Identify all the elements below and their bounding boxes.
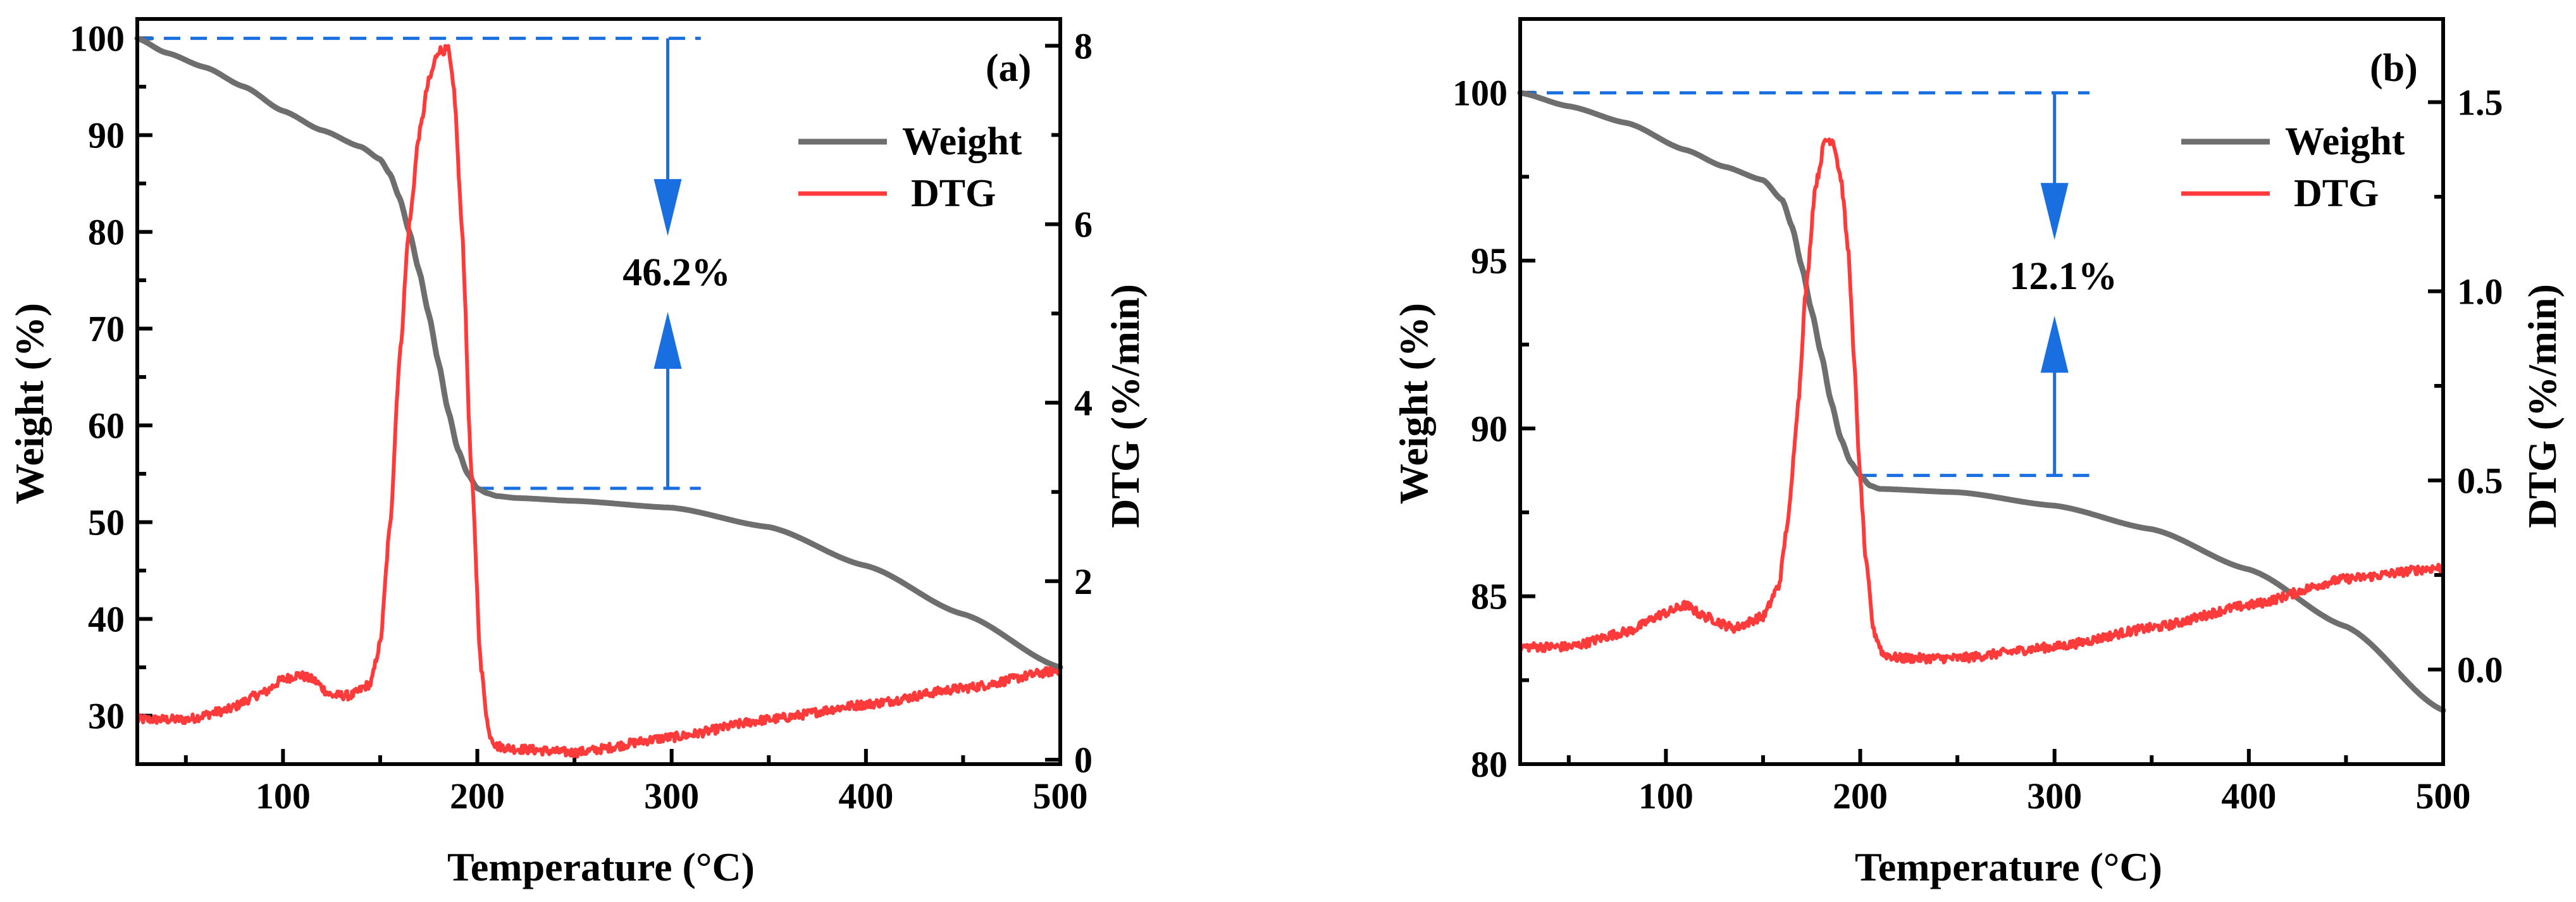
- y2-tick-label: 6: [1074, 204, 1093, 245]
- panel-a-y2-ticks: 0 2 4 6 8: [1045, 25, 1093, 781]
- x-tick-label: 300: [2027, 775, 2082, 817]
- y2-tick-label: 0.0: [2457, 650, 2503, 691]
- panel-a-y-ticks: 30 40 50 60 70 80 90 100: [70, 18, 152, 766]
- y-tick-label: 30: [88, 696, 125, 737]
- x-tick-label: 200: [1833, 775, 1888, 817]
- y-tick-label: 80: [88, 212, 125, 253]
- y-tick-label: 70: [88, 309, 125, 350]
- y-tick-label: 90: [88, 115, 125, 156]
- panel-b-mass-loss-annotation: 12.1%: [1520, 91, 2117, 478]
- panel-a-x-ticks: 100 200 300 400 500: [183, 749, 1088, 817]
- panel-b-x-axis-title: Temperature (°C): [1855, 844, 2162, 889]
- x-tick-label: 400: [838, 775, 893, 817]
- panel-b-chart: Weight (%) DTG (%/min) Temperature (°C) …: [1391, 17, 2565, 889]
- panel-a-mass-loss-annotation: 46.2%: [137, 37, 731, 490]
- panel-b-down-arrow-head: [2040, 183, 2069, 240]
- panel-a-down-arrow-head: [653, 179, 682, 237]
- y-tick-label: 85: [1471, 576, 1508, 617]
- y-tick-label: 40: [88, 599, 125, 640]
- y2-tick-label: 4: [1074, 383, 1093, 424]
- y-tick-label: 80: [1471, 744, 1508, 785]
- panel-a-y2-axis-title: DTG (%/min): [1103, 284, 1148, 528]
- y-tick-label: 50: [88, 502, 125, 543]
- panel-b-y2-axis-title: DTG (%/min): [2520, 284, 2565, 528]
- panel-a-legend-dtg-label: DTG: [911, 172, 996, 215]
- panel-b-frame: [1518, 17, 2445, 766]
- panel-a-up-arrow-head: [653, 312, 682, 369]
- y-tick-label: 100: [70, 18, 125, 59]
- x-tick-label: 500: [1033, 775, 1088, 817]
- panel-a-mass-loss-label: 46.2%: [622, 251, 731, 294]
- x-tick-label: 400: [2221, 775, 2276, 817]
- panel-a-label: (a): [986, 47, 1031, 90]
- y-tick-label: 100: [1452, 73, 1508, 114]
- panel-a-weight-curve: [134, 35, 1063, 670]
- panel-b-y-axis-title: Weight (%): [1391, 303, 1436, 504]
- panel-a-legend-weight-label: Weight: [902, 120, 1022, 163]
- x-tick-label: 300: [644, 775, 699, 817]
- panel-b-y-ticks: 80 85 90 95 100: [1452, 73, 1535, 785]
- panel-b-dtg-curve: [1518, 137, 2445, 665]
- panel-b-y2-ticks: 0.0 0.5 1.0 1.5: [2428, 82, 2503, 766]
- x-tick-label: 200: [450, 775, 505, 817]
- panel-b-up-arrow-head: [2040, 316, 2069, 373]
- panel-a-plot-area: [134, 35, 1063, 759]
- panel-b-label: (b): [2370, 47, 2418, 90]
- panel-b-plot-area: [1517, 90, 2446, 714]
- y-tick-label: 95: [1471, 240, 1508, 281]
- y2-tick-label: 8: [1074, 25, 1093, 66]
- panel-a-chart: Weight (%) DTG (%/min) Temperature (°C) …: [7, 17, 1148, 889]
- x-tick-label: 500: [2416, 775, 2471, 817]
- panel-a-legend: Weight DTG: [798, 120, 1022, 215]
- y2-tick-label: 1.5: [2457, 82, 2503, 123]
- panel-b-x-ticks: 100 200 300 400 500: [1566, 749, 2471, 817]
- panel-a-y-axis-title: Weight (%): [7, 303, 52, 504]
- x-tick-label: 100: [256, 775, 311, 817]
- panel-b-legend-weight-label: Weight: [2285, 120, 2405, 163]
- y2-tick-label: 0: [1074, 739, 1093, 781]
- y-tick-label: 60: [88, 405, 125, 447]
- panel-a-frame: [135, 17, 1062, 766]
- panel-a-x-axis-title: Temperature (°C): [447, 844, 755, 889]
- panel-b-legend-dtg-label: DTG: [2294, 172, 2379, 215]
- panel-a-dtg-curve: [135, 44, 1062, 759]
- y2-tick-label: 0.5: [2457, 460, 2503, 502]
- y-tick-label: 90: [1471, 408, 1508, 449]
- panel-b-legend: Weight DTG: [2181, 120, 2405, 215]
- y2-tick-label: 2: [1074, 561, 1093, 602]
- x-tick-label: 100: [1638, 775, 1694, 817]
- panel-b-mass-loss-label: 12.1%: [2009, 255, 2117, 298]
- y2-tick-label: 1.0: [2457, 271, 2503, 312]
